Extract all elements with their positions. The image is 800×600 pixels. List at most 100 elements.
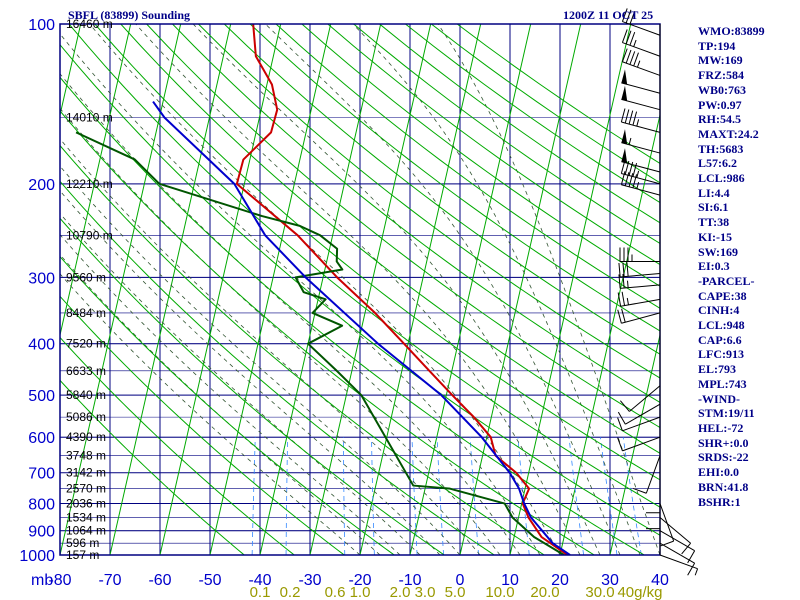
height-label: 10790 m — [66, 228, 113, 242]
height-label: 9560 m — [66, 270, 106, 284]
barb-flag — [624, 172, 630, 186]
moist-adiabat-line — [60, 33, 541, 555]
barb-shaft — [621, 121, 661, 133]
height-label: 2036 m — [66, 497, 106, 511]
dewpoint-profile-line — [75, 131, 565, 555]
moist-adiabat-line — [135, 24, 581, 555]
barb-shaft — [659, 530, 695, 552]
index-item: RH:54.5 — [698, 112, 741, 127]
moist-adiabat-line — [60, 273, 361, 555]
wind-barb — [617, 416, 661, 432]
height-label: 7520 m — [66, 337, 106, 351]
barb-flag — [619, 400, 630, 412]
index-item: WMO:83899 — [698, 24, 765, 38]
moist-adiabat-line — [60, 73, 521, 555]
pressure-tick-label: 1000 — [19, 548, 55, 565]
barb-flag — [625, 49, 632, 64]
index-item: SI:6.1 — [698, 200, 729, 215]
wind-barb — [659, 530, 696, 564]
pressure-tick-label: 900 — [28, 524, 55, 541]
index-item: MAXT:24.2 — [698, 126, 759, 141]
isotherm-line — [409, 24, 532, 555]
mixing-ratio-line — [251, 437, 256, 555]
pressure-tick-label: 800 — [28, 497, 55, 514]
index-item: BRN:41.8 — [698, 479, 749, 494]
index-item: HEL:-72 — [698, 420, 744, 435]
index-item: EHI:0.0 — [698, 465, 740, 480]
index-item: LI:4.4 — [698, 185, 730, 200]
wind-barb — [621, 48, 661, 76]
index-item: WB0:763 — [698, 82, 746, 97]
temperature-tick-label: 30 — [601, 572, 619, 589]
isotherm-line — [359, 24, 482, 555]
dry-adiabat-line — [353, 24, 660, 245]
temperature-tick-label: -50 — [198, 572, 221, 589]
barb-shaft — [620, 298, 661, 307]
moist-adiabat-line — [60, 138, 481, 555]
wind-barb — [618, 262, 661, 278]
wind-barb — [646, 488, 661, 530]
barb-flag — [624, 109, 630, 124]
wind-barb — [659, 542, 696, 576]
wind-barb — [632, 455, 661, 494]
height-label: 14010 m — [66, 111, 113, 125]
index-item: BSHR:1 — [698, 494, 741, 509]
barb-flag — [626, 262, 629, 277]
temperature-profile-line — [235, 24, 569, 555]
barb-pennant — [621, 148, 628, 164]
dry-adiabat-line — [275, 24, 660, 309]
moist-adiabat-line — [60, 165, 461, 555]
wind-barb — [621, 69, 661, 94]
index-item: KI:-15 — [698, 229, 732, 244]
height-label: 4390 m — [66, 430, 106, 444]
index-item: LCL:986 — [698, 171, 745, 186]
moist-adiabat-line — [352, 24, 641, 555]
temperature-tick-label: -80 — [48, 572, 71, 589]
temperature-tick-label: 40 — [651, 572, 669, 589]
station-title: SBFL (83899) Sounding — [68, 8, 191, 22]
barb-half-flag — [627, 280, 629, 288]
dry-adiabat-line — [60, 217, 445, 555]
barb-flag — [617, 292, 622, 307]
wind-barb — [621, 8, 661, 36]
wind-barb — [659, 554, 699, 576]
index-item: CAP:6.6 — [698, 332, 742, 347]
index-item: EL:793 — [698, 362, 737, 377]
wind-barb — [618, 274, 661, 289]
height-label: 16460 m — [66, 17, 113, 31]
isotherm-line — [109, 24, 232, 555]
temperature-tick-label: -40 — [248, 572, 271, 589]
temperature-tick-label: -70 — [98, 572, 121, 589]
barb-shaft — [659, 542, 695, 564]
pressure-tick-label: 300 — [28, 270, 55, 287]
height-label: 596 m — [66, 536, 99, 550]
mixing-ratio-line — [436, 437, 444, 555]
isotherm-line — [0, 24, 31, 555]
dry-adiabat-line — [60, 76, 645, 555]
temperature-tick-label: 0 — [456, 572, 465, 589]
index-item: TH:5683 — [698, 141, 744, 156]
isotherm-line — [309, 24, 432, 555]
isotherm-line — [509, 24, 632, 555]
barb-flag — [621, 48, 628, 62]
barb-flag — [621, 291, 626, 306]
barb-shaft — [629, 385, 661, 412]
barb-flag — [618, 262, 621, 278]
mixing-ratio-line — [517, 437, 530, 555]
index-item: MW:169 — [698, 53, 743, 68]
index-item: -WIND- — [698, 391, 740, 406]
isotherm-line — [609, 332, 660, 555]
sounding-time: 1200Z 11 OCT 25 — [563, 8, 654, 22]
wind-barbs — [617, 8, 699, 576]
sounding-profiles — [75, 24, 571, 555]
index-item: FRZ:584 — [698, 68, 744, 83]
barb-half-flag — [633, 39, 637, 47]
moist-adiabat-line — [60, 212, 421, 555]
barb-flag — [620, 108, 626, 123]
barb-flag — [629, 31, 636, 46]
height-label: 5840 m — [66, 388, 106, 402]
barb-half-flag — [636, 181, 640, 190]
barb-flag — [632, 174, 638, 188]
dry-adiabat-line — [249, 24, 660, 332]
